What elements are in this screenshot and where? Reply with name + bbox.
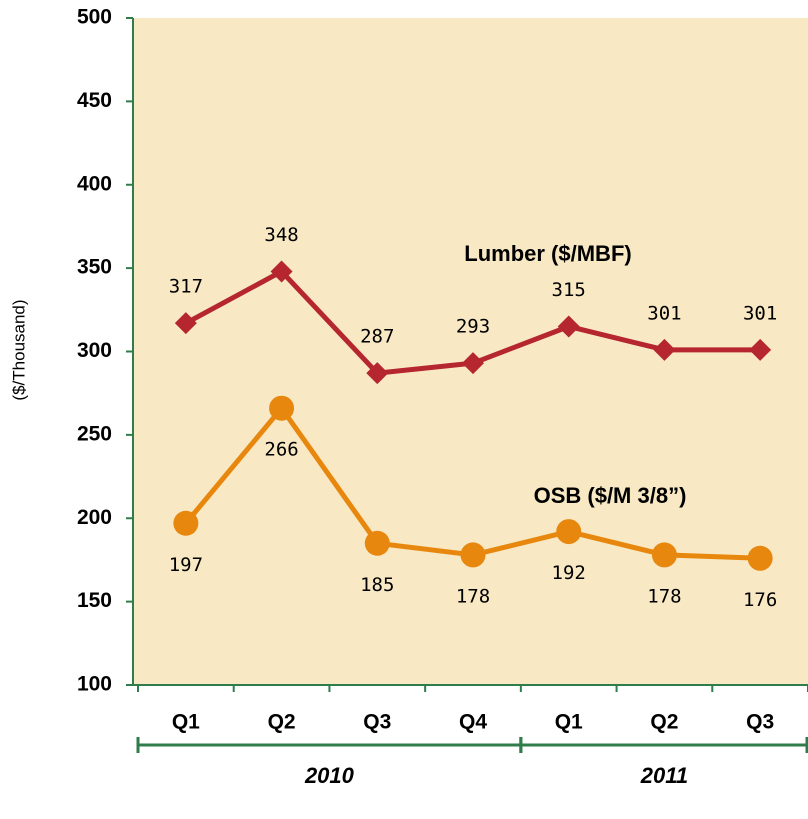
marker <box>653 338 676 361</box>
y-tick-label: 400 <box>77 172 112 195</box>
year-label: 2010 <box>304 763 355 788</box>
marker <box>651 542 677 568</box>
data-label: 293 <box>456 316 490 338</box>
series-label: OSB ($/M 3/8”) <box>534 483 687 508</box>
data-label: 266 <box>264 439 298 461</box>
x-tick-label: Q2 <box>268 711 296 734</box>
y-tick-label: 300 <box>77 339 112 362</box>
series-label: Lumber ($/MBF) <box>464 241 631 266</box>
data-label: 185 <box>360 574 394 596</box>
data-label: 178 <box>456 585 490 607</box>
data-label: 301 <box>743 302 777 324</box>
marker <box>557 315 580 338</box>
data-label: 317 <box>169 276 203 298</box>
y-axis-label: ($/Thousand) <box>9 299 28 400</box>
x-tick-label: Q3 <box>746 711 774 734</box>
marker <box>460 542 486 568</box>
data-label: 178 <box>647 585 681 607</box>
marker <box>747 545 773 571</box>
x-tick-label: Q1 <box>555 711 583 734</box>
marker <box>749 338 772 361</box>
marker <box>270 260 293 283</box>
data-label: 287 <box>360 326 394 348</box>
data-label: 301 <box>647 302 681 324</box>
marker <box>462 352 484 375</box>
marker <box>366 362 389 385</box>
y-tick-label: 450 <box>77 89 112 112</box>
y-tick-label: 200 <box>77 506 112 529</box>
y-tick-label: 350 <box>77 256 112 279</box>
y-tick-label: 150 <box>77 589 112 612</box>
y-tick-label: 100 <box>77 673 112 696</box>
marker <box>269 395 295 421</box>
marker <box>173 510 199 536</box>
x-tick-label: Q1 <box>172 711 200 734</box>
x-tick-label: Q4 <box>459 711 487 734</box>
year-label: 2011 <box>640 763 688 788</box>
data-label: 176 <box>743 589 777 611</box>
marker <box>174 312 197 335</box>
data-label: 197 <box>169 554 203 576</box>
x-tick-label: Q2 <box>650 711 678 734</box>
marker <box>556 519 582 545</box>
marker <box>364 530 390 556</box>
data-label: 192 <box>552 562 586 584</box>
y-tick-label: 250 <box>77 422 112 445</box>
y-tick-label: 500 <box>77 6 112 29</box>
data-label: 348 <box>264 224 298 246</box>
x-tick-label: Q3 <box>363 711 391 734</box>
data-label: 315 <box>552 279 586 301</box>
